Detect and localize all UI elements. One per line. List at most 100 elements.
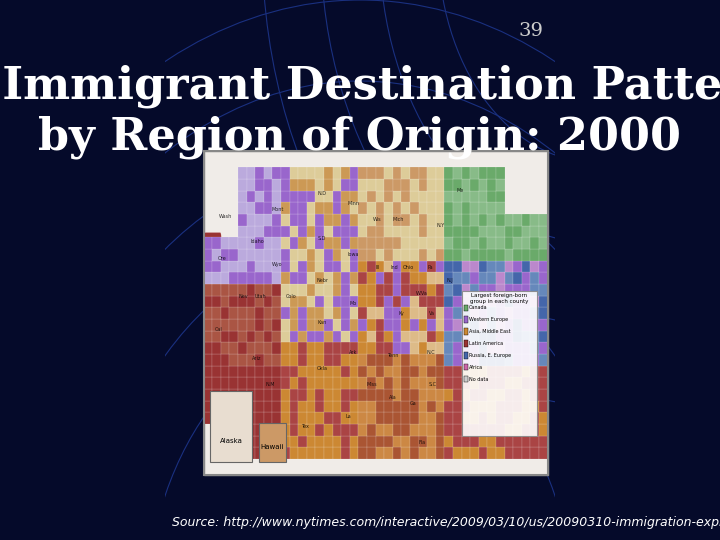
Bar <box>453 284 462 296</box>
Bar <box>462 226 470 238</box>
Bar <box>221 413 230 424</box>
Bar <box>281 401 289 413</box>
Bar <box>333 354 341 366</box>
Bar <box>522 238 531 249</box>
Bar <box>281 238 289 249</box>
Bar <box>289 167 298 179</box>
Bar <box>221 238 230 249</box>
Bar <box>341 377 350 389</box>
Bar <box>436 249 444 261</box>
Bar <box>462 319 470 330</box>
Bar <box>238 413 247 424</box>
Bar <box>531 342 539 354</box>
Bar <box>359 191 367 202</box>
Bar <box>539 413 548 424</box>
Bar <box>410 202 418 214</box>
Bar <box>315 214 324 226</box>
Bar <box>204 354 212 366</box>
Bar <box>402 191 410 202</box>
Bar <box>453 366 462 377</box>
Bar <box>307 330 315 342</box>
Bar <box>393 226 402 238</box>
Bar <box>204 261 212 272</box>
Bar <box>221 366 230 377</box>
Bar <box>402 284 410 296</box>
Bar <box>324 284 333 296</box>
Bar <box>247 167 255 179</box>
Bar <box>531 307 539 319</box>
Bar <box>264 202 272 214</box>
Bar <box>289 296 298 307</box>
Bar <box>341 179 350 191</box>
Bar <box>496 261 505 272</box>
Bar <box>315 319 324 330</box>
Bar <box>402 342 410 354</box>
Bar <box>402 226 410 238</box>
Text: Western Europe: Western Europe <box>469 317 508 322</box>
Bar <box>402 389 410 401</box>
Bar <box>444 261 453 272</box>
Bar <box>264 214 272 226</box>
Bar <box>496 191 505 202</box>
Bar <box>289 389 298 401</box>
Bar <box>333 296 341 307</box>
Bar <box>470 214 479 226</box>
Bar <box>281 436 289 447</box>
Bar <box>367 238 376 249</box>
Bar <box>367 284 376 296</box>
Bar <box>436 342 444 354</box>
Bar <box>539 238 548 249</box>
Bar <box>341 296 350 307</box>
Bar <box>359 284 367 296</box>
Bar <box>513 424 522 436</box>
Bar <box>238 179 247 191</box>
Bar <box>444 354 453 366</box>
Bar <box>324 261 333 272</box>
Bar <box>479 307 487 319</box>
Bar <box>289 436 298 447</box>
Bar <box>359 330 367 342</box>
Bar <box>247 401 255 413</box>
Bar <box>272 167 281 179</box>
Bar <box>496 424 505 436</box>
Bar <box>281 342 289 354</box>
Bar <box>376 377 384 389</box>
Bar <box>307 167 315 179</box>
Bar <box>289 330 298 342</box>
Bar <box>539 261 548 272</box>
Bar <box>333 330 341 342</box>
Bar <box>418 238 427 249</box>
Bar <box>238 436 247 447</box>
Bar <box>539 296 548 307</box>
Bar <box>350 167 359 179</box>
Bar <box>230 284 238 296</box>
Bar <box>462 424 470 436</box>
Bar <box>462 284 470 296</box>
Bar <box>505 389 513 401</box>
Text: S.C: S.C <box>428 382 436 387</box>
Bar <box>307 261 315 272</box>
Bar <box>298 389 307 401</box>
Bar <box>487 389 496 401</box>
Bar <box>539 377 548 389</box>
Bar <box>324 307 333 319</box>
Bar <box>487 377 496 389</box>
Bar <box>272 238 281 249</box>
Bar <box>402 296 410 307</box>
Bar <box>315 284 324 296</box>
Bar <box>393 261 402 272</box>
Bar <box>393 296 402 307</box>
Bar <box>238 272 247 284</box>
Bar <box>221 272 230 284</box>
Text: Cal: Cal <box>215 327 223 332</box>
Bar <box>238 249 247 261</box>
Bar <box>402 401 410 413</box>
Bar <box>522 401 531 413</box>
Bar <box>402 447 410 459</box>
Bar <box>298 202 307 214</box>
Bar <box>298 296 307 307</box>
Bar <box>487 296 496 307</box>
Bar <box>464 340 467 347</box>
Bar <box>230 319 238 330</box>
Bar <box>255 389 264 401</box>
